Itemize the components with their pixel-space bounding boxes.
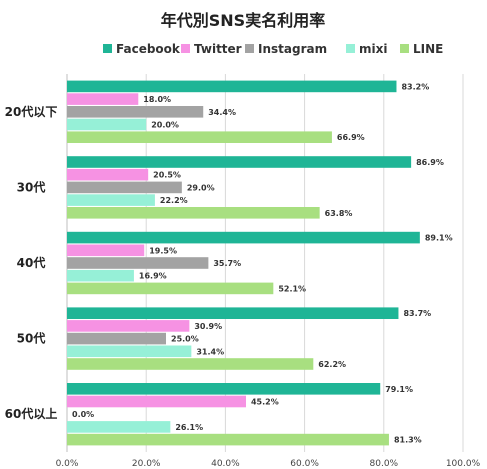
bar-twitter <box>67 93 139 105</box>
data-label: 83.7% <box>403 309 431 318</box>
legend-swatch <box>245 44 254 53</box>
x-tick-label: 100.0% <box>446 459 481 469</box>
bar-mixi <box>67 194 155 206</box>
bar-facebook <box>67 307 399 319</box>
bar-twitter <box>67 244 145 257</box>
category-label: 40代 <box>17 255 46 270</box>
x-tick-label: 60.0% <box>290 459 319 469</box>
x-tick-label: 40.0% <box>211 459 240 469</box>
legend-swatch <box>103 44 112 53</box>
bars <box>67 80 420 446</box>
legend-swatch <box>181 44 190 53</box>
bar-mixi <box>67 118 147 131</box>
category-label: 60代以上 <box>5 406 58 421</box>
legend-item-twitter: Twitter <box>181 42 242 56</box>
data-label: 66.9% <box>337 133 365 142</box>
bar-mixi <box>67 345 192 358</box>
data-label: 35.7% <box>213 259 241 268</box>
data-label: 62.2% <box>318 360 346 369</box>
data-label: 81.3% <box>394 436 422 445</box>
legend: Facebook Twitter Instagram mixi LINE <box>103 42 443 56</box>
data-label: 26.1% <box>175 423 203 432</box>
category-label: 20代以下 <box>5 104 58 119</box>
data-label: 52.1% <box>278 284 306 293</box>
bar-facebook <box>67 80 397 93</box>
legend-label: Instagram <box>258 42 327 56</box>
x-tick-label: 20.0% <box>132 459 161 469</box>
bar-twitter <box>67 168 149 181</box>
data-label: 20.0% <box>151 121 179 130</box>
data-label: 30.9% <box>194 322 222 331</box>
data-label: 86.9% <box>416 158 444 167</box>
legend-item-mixi: mixi <box>346 42 387 56</box>
bar-line <box>67 282 274 295</box>
legend-swatch <box>400 44 409 53</box>
bar-facebook <box>67 383 381 395</box>
data-label: 83.2% <box>401 82 429 91</box>
bar-instagram <box>67 181 182 194</box>
bar-line <box>67 207 320 219</box>
legend-swatch <box>346 44 355 53</box>
data-label: 19.5% <box>149 246 177 255</box>
bar-mixi <box>67 269 134 282</box>
data-label: 89.1% <box>425 234 453 243</box>
bar-instagram <box>67 106 204 118</box>
data-label: 63.8% <box>325 209 353 218</box>
x-tick-label: 80.0% <box>370 459 399 469</box>
x-axis: 0.0% 20.0% 40.0% 60.0% 80.0% 100.0% <box>56 459 481 469</box>
category-label: 30代 <box>17 179 46 194</box>
data-label: 18.0% <box>143 95 171 104</box>
legend-item-facebook: Facebook <box>103 42 181 56</box>
category-label: 50代 <box>17 331 46 346</box>
legend-item-instagram: Instagram <box>245 42 327 56</box>
data-label: 31.4% <box>196 347 224 356</box>
legend-label: Twitter <box>194 42 242 56</box>
bar-facebook <box>67 231 420 244</box>
x-tick-label: 0.0% <box>56 459 79 469</box>
data-label: 20.5% <box>153 171 181 180</box>
data-label: 22.2% <box>160 196 188 205</box>
chart-title: 年代別SNS実名利用率 <box>161 11 325 30</box>
data-label: 79.1% <box>385 385 413 394</box>
legend-label: Facebook <box>116 42 181 56</box>
data-label: 0.0% <box>72 410 94 419</box>
data-label: 45.2% <box>251 398 279 407</box>
legend-label: LINE <box>413 42 443 56</box>
bar-instagram <box>67 332 166 345</box>
bar-line <box>67 358 314 370</box>
data-label: 25.0% <box>171 335 199 344</box>
data-label: 16.9% <box>139 272 167 281</box>
bar-facebook <box>67 156 412 168</box>
bar-line <box>67 433 389 446</box>
data-label: 34.4% <box>208 108 236 117</box>
bar-line <box>67 131 332 143</box>
bar-mixi <box>67 421 171 433</box>
data-label: 29.0% <box>187 183 215 192</box>
legend-label: mixi <box>359 42 387 56</box>
category-labels: 20代以下 30代 40代 50代 60代以上 <box>5 104 58 421</box>
legend-item-line: LINE <box>400 42 443 56</box>
bar-twitter <box>67 320 190 332</box>
bar-twitter <box>67 395 246 408</box>
bar-instagram <box>67 257 209 269</box>
data-labels: 83.2% 18.0% 34.4% 20.0% 66.9% 86.9% 20.5% 29.0%… <box>72 82 453 444</box>
